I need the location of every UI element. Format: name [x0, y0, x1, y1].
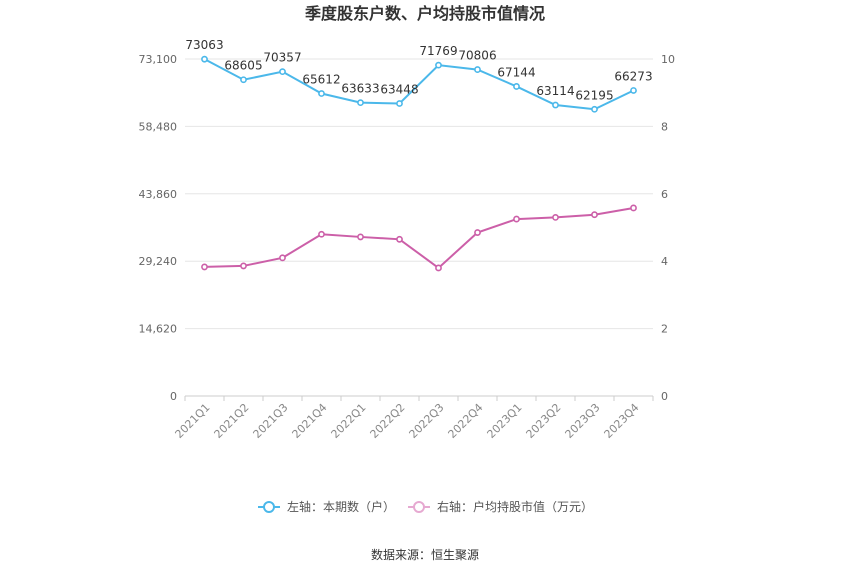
data-label: 71769	[419, 44, 457, 58]
x-tick-label: 2022Q4	[446, 401, 486, 441]
legend[interactable]: 左轴：本期数（户） 右轴：户均持股市值（万元）	[258, 499, 593, 514]
data-label: 63114	[536, 84, 574, 98]
legend-label-avg-value: 右轴：户均持股市值（万元）	[437, 499, 593, 514]
data-point	[357, 233, 364, 241]
left-y-axis: 0 14,620 29,240 43,860 58,480 73,100	[139, 53, 178, 403]
x-tick-label: 2021Q2	[212, 401, 252, 441]
right-y-tick-label: 8	[661, 120, 668, 133]
data-point	[396, 100, 403, 107]
right-y-tick-label: 0	[661, 390, 668, 403]
data-point	[279, 68, 286, 76]
x-tick-label: 2022Q3	[407, 401, 447, 441]
chart-title: 季度股东户数、户均持股市值情况	[304, 4, 545, 23]
data-point	[474, 66, 481, 73]
x-tick-label: 2021Q1	[173, 401, 213, 441]
x-tick-label: 2022Q1	[329, 401, 369, 441]
data-point	[240, 262, 247, 270]
legend-item-avg-value[interactable]: 右轴：户均持股市值（万元）	[408, 499, 593, 514]
data-label: 70806	[458, 49, 496, 63]
data-label: 67144	[497, 65, 535, 79]
series-line-1	[204, 206, 634, 270]
left-y-tick-label: 0	[170, 390, 177, 403]
data-label: 70357	[263, 51, 301, 65]
left-y-tick-label: 43,860	[139, 188, 178, 201]
data-point	[435, 264, 442, 272]
data-point	[552, 101, 559, 109]
x-tick-label: 2021Q4	[290, 401, 330, 441]
data-point	[201, 55, 208, 63]
right-y-tick-label: 4	[661, 255, 668, 268]
data-point	[513, 83, 520, 90]
data-point	[435, 61, 442, 69]
legend-item-households[interactable]: 左轴：本期数（户）	[258, 499, 395, 514]
x-axis: 2021Q12021Q22021Q32021Q42022Q12022Q22022…	[173, 395, 654, 441]
x-tick-label: 2023Q3	[563, 401, 603, 441]
data-label: 63448	[380, 82, 418, 96]
left-y-tick-label: 14,620	[139, 323, 178, 336]
source-note: 数据来源：恒生聚源	[371, 547, 479, 562]
series-line-0	[204, 58, 634, 111]
data-point	[591, 105, 598, 113]
data-point	[318, 90, 325, 97]
left-y-tick-label: 58,480	[139, 120, 178, 133]
x-tick-label: 2022Q2	[368, 401, 408, 441]
data-point	[630, 204, 637, 212]
data-point	[357, 99, 364, 107]
data-point	[474, 229, 481, 236]
data-label: 62195	[575, 88, 613, 102]
data-point	[591, 211, 598, 219]
data-label: 66273	[614, 69, 652, 83]
legend-marker-households	[263, 501, 275, 513]
data-point	[513, 215, 520, 223]
data-label: 65612	[302, 73, 340, 87]
right-y-tick-label: 10	[661, 53, 675, 66]
right-y-axis: 0 2 4 6 8 10	[661, 53, 675, 403]
legend-marker-avg-value	[413, 501, 425, 513]
data-label: 68605	[224, 59, 262, 73]
data-point	[201, 263, 208, 271]
legend-label-households: 左轴：本期数（户）	[287, 499, 395, 514]
x-tick-label: 2023Q2	[524, 401, 564, 441]
data-point	[318, 230, 325, 238]
x-tick-label: 2021Q3	[251, 401, 291, 441]
x-tick-label: 2023Q4	[602, 401, 642, 441]
data-point	[240, 76, 247, 84]
left-y-tick-label: 29,240	[139, 255, 178, 268]
data-point	[279, 254, 286, 262]
left-y-tick-label: 73,100	[139, 53, 178, 66]
right-y-tick-label: 6	[661, 188, 668, 201]
data-point	[552, 213, 559, 221]
x-tick-label: 2023Q1	[485, 401, 525, 441]
data-label: 73063	[185, 38, 223, 52]
right-y-tick-label: 2	[661, 323, 668, 336]
data-point	[630, 87, 637, 94]
data-point	[396, 235, 403, 243]
data-label: 63633	[341, 82, 379, 96]
